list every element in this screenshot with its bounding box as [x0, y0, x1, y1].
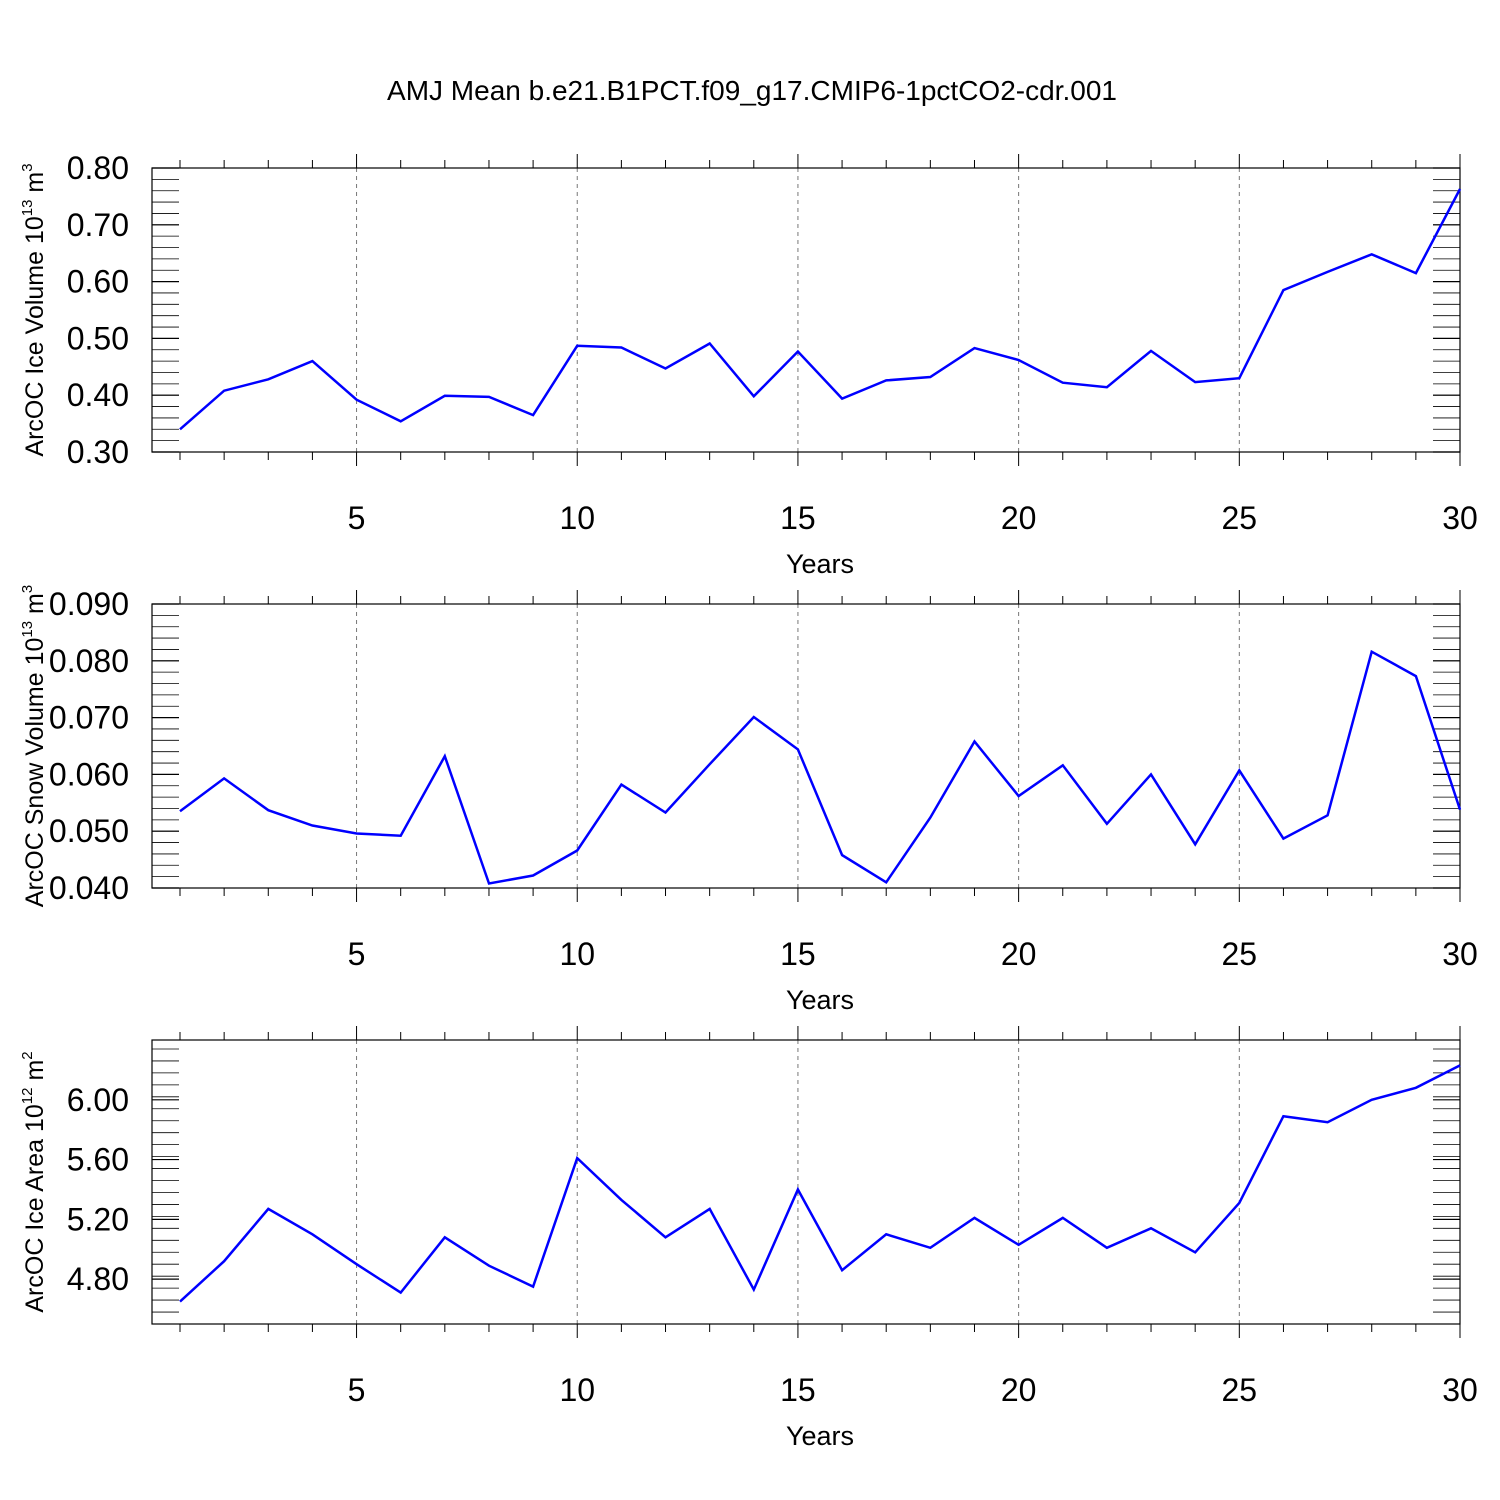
plot-frame — [151, 1039, 1461, 1325]
x-tick-label: 15 — [780, 500, 816, 536]
x-tick-label: 15 — [780, 936, 816, 972]
chart-panels: 5 10 15 20 25 300.300.400.500.600.700.80Years… — [19, 150, 1478, 1451]
series-line — [179, 1064, 1461, 1303]
y-tick-label: 0.70 — [67, 207, 129, 243]
plot-frame — [151, 603, 1461, 889]
x-axis-label: Years — [786, 985, 854, 1015]
y-tick-label: 0.30 — [67, 434, 129, 470]
y-axis-label-part: ArcOC Ice Area 10 — [21, 1104, 49, 1312]
y-axis-label-part: m — [21, 1060, 49, 1088]
y-tick-label: 0.50 — [67, 320, 129, 356]
x-tick-label: 20 — [1001, 500, 1037, 536]
chart-title: AMJ Mean b.e21.B1PCT.f09_g17.CMIP6-1pctC… — [387, 75, 1117, 106]
y-tick-label: 5.20 — [67, 1201, 129, 1237]
x-tick-label: 10 — [559, 936, 595, 972]
y-axis-label-superscript: 2 — [19, 1051, 36, 1059]
y-axis-label-superscript: 3 — [19, 163, 36, 171]
series-line — [179, 188, 1462, 431]
panel-3: 5 10 15 20 25 30 4.80 5.20 5.60 6.00 Years ArcOC Ic… — [19, 1026, 1478, 1451]
x-tick-label: 25 — [1222, 1372, 1258, 1408]
x-tick-label: 10 — [559, 1372, 595, 1408]
x-tick-label: 20 — [1001, 936, 1037, 972]
y-tick-label: 0.060 — [49, 756, 129, 792]
y-axis-label-part: m — [21, 593, 49, 621]
x-tick-label: 20 — [1001, 1372, 1037, 1408]
y-axis-label-superscript: 3 — [19, 585, 36, 593]
y-tick-label: 4.80 — [67, 1261, 129, 1297]
y-axis-label: ArcOC Ice Volume 1013 m3 — [19, 163, 49, 456]
x-tick-label: 15 — [780, 1372, 816, 1408]
y-axis-label-superscript: 13 — [19, 621, 36, 638]
series-line — [179, 649, 1462, 885]
y-tick-label: 0.80 — [67, 150, 129, 186]
x-tick-label: 5 — [348, 1372, 366, 1408]
y-axis-label-part: m — [21, 172, 49, 200]
plot-frame — [151, 167, 1461, 453]
y-tick-label: 0.080 — [49, 643, 129, 679]
y-tick-label: 0.40 — [67, 377, 129, 413]
y-tick-label: 0.050 — [49, 813, 129, 849]
x-tick-label: 30 — [1442, 936, 1478, 972]
x-tick-label: 30 — [1442, 500, 1478, 536]
y-axis-label-superscript: 12 — [19, 1088, 36, 1105]
y-axis-label-part: ArcOC Snow Volume 10 — [21, 638, 49, 908]
y-tick-label: 6.00 — [67, 1082, 129, 1118]
panel-1: 5 10 15 20 25 30 0.30 0.40 0.50 0.60 0.70 0.80 Years… — [19, 150, 1478, 579]
panel-2: 5 10 15 20 25 30 0.040 0.050 0.060 0.070 0.080 0.09… — [19, 585, 1478, 1015]
y-axis-label: ArcOC Snow Volume 1013 m3 — [19, 585, 49, 907]
x-tick-label: 10 — [559, 500, 595, 536]
x-tick-label: 5 — [348, 500, 366, 536]
y-axis-label: ArcOC Ice Area 1012 m2 — [19, 1051, 49, 1312]
y-tick-label: 5.60 — [67, 1142, 129, 1178]
y-tick-label: 0.070 — [49, 700, 129, 736]
x-tick-label: 25 — [1222, 936, 1258, 972]
y-axis-label-superscript: 13 — [19, 200, 36, 217]
x-tick-label: 30 — [1442, 1372, 1478, 1408]
x-tick-label: 25 — [1222, 500, 1258, 536]
y-axis-label-part: ArcOC Ice Volume 10 — [21, 216, 49, 456]
y-tick-label: 0.60 — [67, 264, 129, 300]
y-tick-label: 0.040 — [49, 870, 129, 906]
x-axis-label: Years — [786, 549, 854, 579]
y-tick-label: 0.090 — [49, 586, 129, 622]
x-tick-label: 5 — [348, 936, 366, 972]
x-axis-label: Years — [786, 1421, 854, 1451]
